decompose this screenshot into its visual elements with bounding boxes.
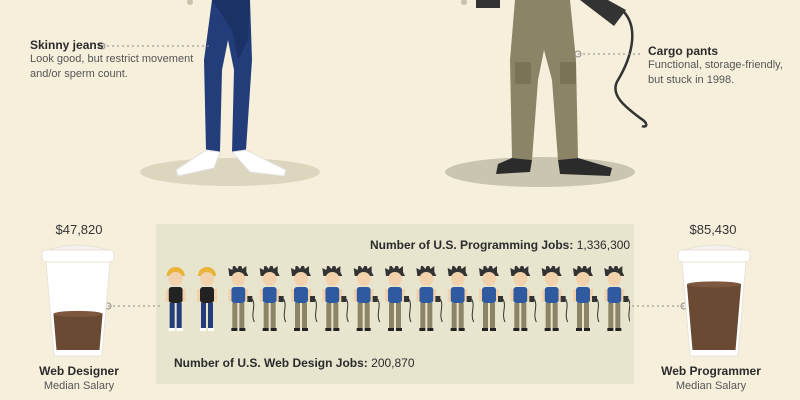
programmer-figure-icon — [291, 266, 318, 331]
designer-subtitle: Median Salary — [43, 380, 115, 392]
programmer-figure-icon — [573, 266, 600, 331]
job-figures-row — [165, 266, 630, 331]
skinny-jeans-figure — [140, 0, 320, 186]
design-jobs-value: 200,870 — [371, 356, 415, 370]
programmer-figure-icon — [479, 266, 506, 331]
coffee-cup-icon — [677, 244, 751, 357]
skinny-jeans-text-2: and/or sperm count. — [30, 68, 128, 80]
cargo-pants-text-2: but stuck in 1998. — [648, 74, 735, 86]
fashion-illustration — [98, 0, 648, 187]
cargo-pants-annotation: Cargo pants Functional, storage-friendly… — [648, 44, 798, 88]
programmer-figure-icon — [604, 266, 630, 331]
programmer-figure-icon — [510, 266, 537, 331]
programmer-figure-icon — [385, 266, 412, 331]
programmer-figure-icon — [416, 266, 443, 331]
design-jobs-stat: Number of U.S. Web Design Jobs: 200,870 — [174, 356, 415, 370]
designer-figure-icon — [165, 267, 186, 331]
skinny-jeans-title: Skinny jeans — [30, 38, 104, 52]
skinny-jeans-text-1: Look good, but restrict movement — [30, 53, 194, 65]
designer-figure-icon — [197, 267, 217, 331]
programmer-figure-icon — [447, 266, 475, 331]
programming-jobs-label: Number of U.S. Programming Jobs: — [370, 238, 574, 252]
programmer-figure-icon — [353, 266, 381, 331]
programmer-subtitle: Median Salary — [675, 380, 747, 392]
cargo-pants-text-1: Functional, storage-friendly, — [648, 59, 783, 71]
designer-title: Web Designer — [39, 364, 119, 378]
mouse-cable-icon — [614, 11, 648, 128]
skinny-jeans-annotation: Skinny jeans Look good, but restrict mov… — [30, 38, 220, 82]
coffee-cup-icon — [41, 244, 115, 357]
programmer-figure-icon — [322, 266, 349, 331]
programming-jobs-stat: Number of U.S. Programming Jobs: 1,336,3… — [370, 238, 630, 252]
programmer-figure-icon — [228, 266, 255, 331]
programmer-salary-amount: $85,430 — [689, 222, 737, 237]
cargo-pants-figure — [445, 0, 648, 187]
design-jobs-label: Number of U.S. Web Design Jobs: — [174, 356, 368, 370]
designer-salary-amount: $47,820 — [55, 222, 103, 237]
programmer-title: Web Programmer — [661, 364, 761, 378]
cargo-pants-title: Cargo pants — [648, 44, 719, 58]
programmer-figure-icon — [259, 266, 287, 331]
programmer-figure-icon — [541, 266, 569, 331]
programming-jobs-value: 1,336,300 — [576, 238, 631, 252]
